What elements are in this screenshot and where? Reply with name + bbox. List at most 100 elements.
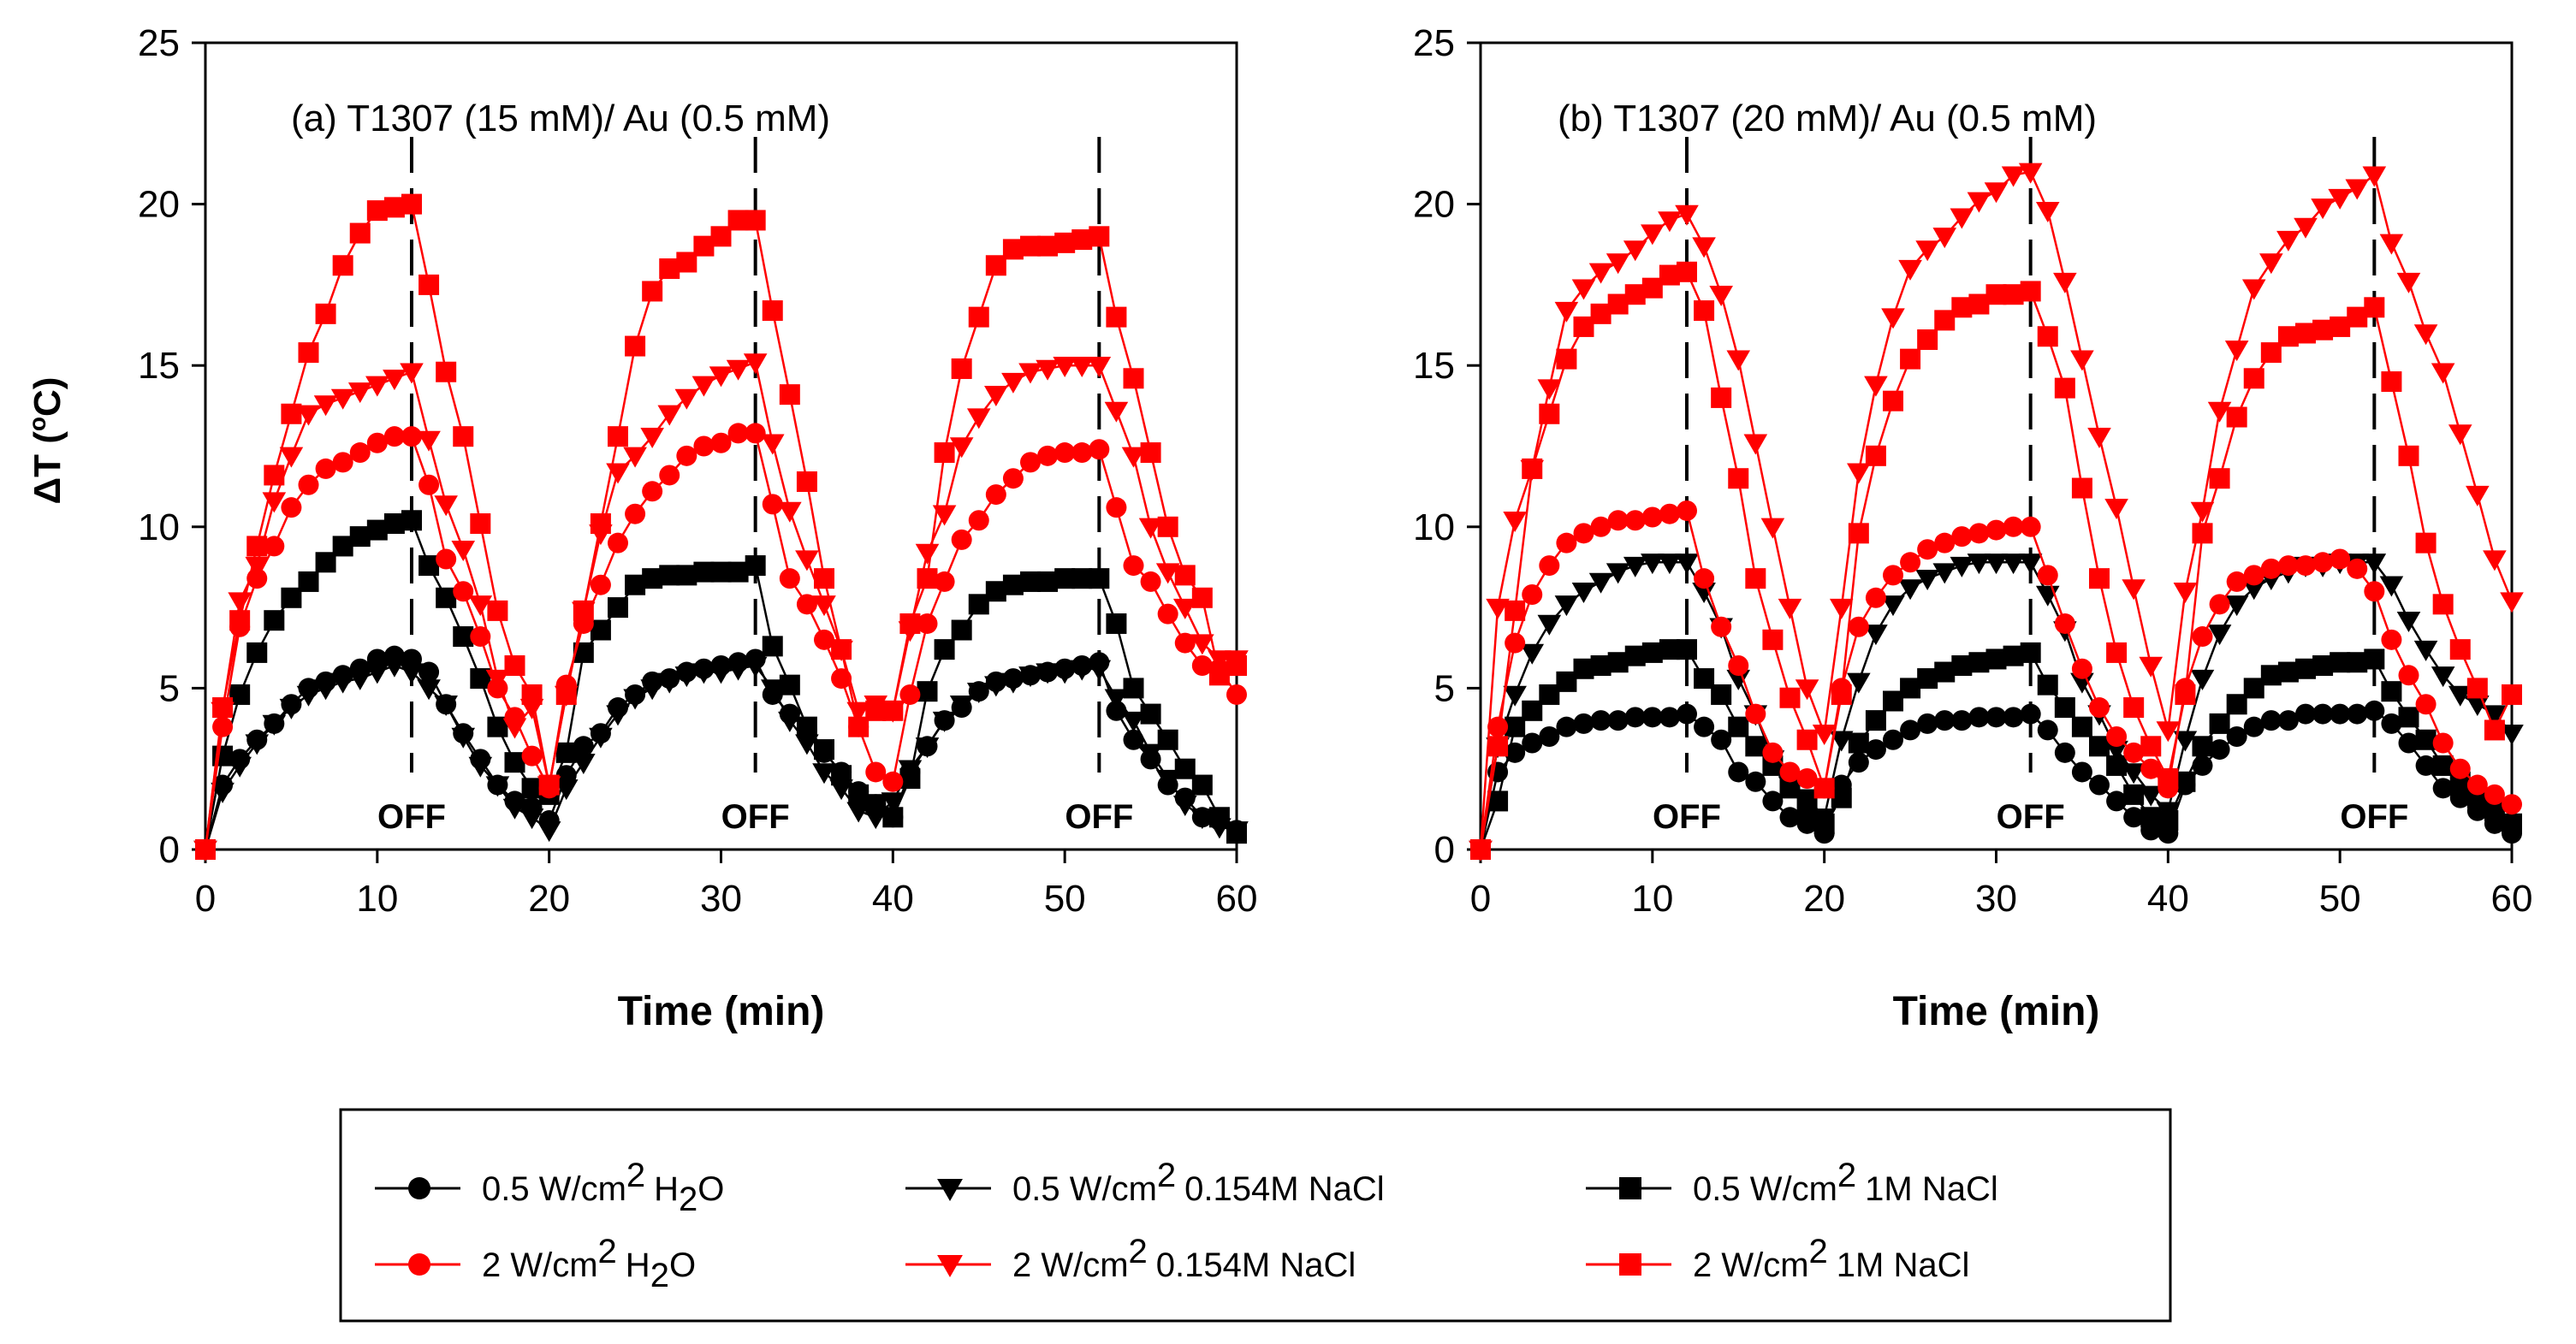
legend-medium-sub: 2 <box>650 1257 669 1294</box>
data-point <box>2140 736 2162 757</box>
y-tick-label: 5 <box>1434 667 1455 709</box>
data-point <box>1778 598 1802 619</box>
data-point <box>2071 716 2092 737</box>
series-5 <box>195 193 1247 860</box>
data-point <box>2328 188 2352 210</box>
data-point <box>573 736 594 757</box>
data-point <box>281 587 302 608</box>
data-point <box>1829 731 1854 752</box>
data-point <box>1123 555 1144 577</box>
data-point <box>1968 523 1990 544</box>
y-tick-label: 25 <box>1413 22 1455 64</box>
data-point <box>2192 523 2213 544</box>
data-point <box>831 765 852 786</box>
data-point <box>1883 390 1903 411</box>
data-point <box>262 714 287 736</box>
data-point <box>2175 771 2196 792</box>
data-point <box>2347 558 2368 579</box>
data-point <box>795 550 819 571</box>
data-point <box>760 434 785 455</box>
data-point <box>1106 497 1127 518</box>
data-point <box>640 427 664 448</box>
data-point <box>2018 163 2043 184</box>
data-point <box>899 684 921 705</box>
x-tick-label: 20 <box>528 878 570 920</box>
data-point <box>1470 839 1491 860</box>
data-point <box>846 802 870 823</box>
data-point <box>1037 235 1059 257</box>
data-point <box>642 568 663 589</box>
data-point <box>1487 716 1509 737</box>
data-point <box>1190 634 1214 655</box>
data-point <box>417 679 441 701</box>
data-point <box>709 366 733 388</box>
data-point <box>417 430 441 452</box>
y-tick-label: 0 <box>159 829 180 871</box>
data-point <box>1174 632 1196 654</box>
data-point <box>779 384 800 406</box>
data-point <box>2483 550 2507 571</box>
data-point <box>436 587 457 608</box>
data-point <box>2158 810 2179 832</box>
data-point <box>1054 442 1076 464</box>
data-point <box>1677 261 1697 282</box>
data-point <box>1104 689 1129 710</box>
data-point <box>1641 642 1663 663</box>
x-tick-label: 40 <box>872 878 914 920</box>
data-point <box>436 361 457 382</box>
data-point <box>365 376 389 397</box>
data-point <box>1087 357 1112 377</box>
data-point <box>1984 182 2009 204</box>
data-point <box>1226 823 1247 844</box>
data-point <box>2123 742 2145 763</box>
x-tick-label: 60 <box>2491 878 2533 920</box>
legend-label: 2 W/cm2 0.154M NaCl <box>1012 1233 1356 1284</box>
data-point <box>1172 598 1197 619</box>
y-tick-label: 0 <box>1434 829 1455 871</box>
data-point <box>951 358 972 379</box>
data-point <box>1900 348 1921 370</box>
data-point <box>1520 643 1545 665</box>
data-point <box>1812 725 1837 746</box>
data-point <box>573 600 594 621</box>
data-point <box>1174 565 1196 586</box>
data-point <box>966 682 991 703</box>
data-point <box>1020 235 1041 257</box>
data-point <box>1054 568 1076 589</box>
legend-power: 2 W/cm <box>1012 1246 1129 1284</box>
data-point <box>537 821 561 843</box>
data-point <box>1522 458 1543 479</box>
data-point <box>296 405 321 426</box>
data-point <box>2106 642 2128 663</box>
data-point <box>366 200 388 222</box>
data-point <box>1728 716 1749 737</box>
data-point <box>1694 668 1715 690</box>
data-point <box>814 739 834 761</box>
legend-power: 0.5 W/cm <box>1693 1170 1837 1208</box>
off-label: OFF <box>1997 798 2065 836</box>
data-point <box>2330 548 2351 570</box>
data-point <box>2123 784 2145 805</box>
data-point <box>1900 678 1921 699</box>
data-point <box>1659 639 1680 660</box>
data-point <box>1984 554 2009 575</box>
data-point <box>882 771 904 792</box>
data-point <box>2449 787 2471 808</box>
data-point <box>831 639 852 660</box>
data-point <box>1934 710 1956 731</box>
data-point <box>2312 552 2334 573</box>
data-point <box>2500 725 2524 746</box>
data-point <box>1951 526 1973 548</box>
legend-medium: 0.154M NaCl <box>1184 1170 1384 1208</box>
data-point <box>1950 556 1974 577</box>
legend-marker <box>1619 1177 1641 1199</box>
data-point <box>865 761 887 783</box>
x-tick-label: 40 <box>2147 878 2189 920</box>
panel-b: 0 10 20 30 40 50 60 0 5 10 15 20 25 Time (min) (b) T13… <box>1413 22 2532 1034</box>
data-point <box>1071 568 1093 589</box>
data-point <box>1659 264 1680 286</box>
data-point <box>743 353 768 375</box>
data-point <box>1677 703 1697 725</box>
data-point <box>2381 713 2402 734</box>
